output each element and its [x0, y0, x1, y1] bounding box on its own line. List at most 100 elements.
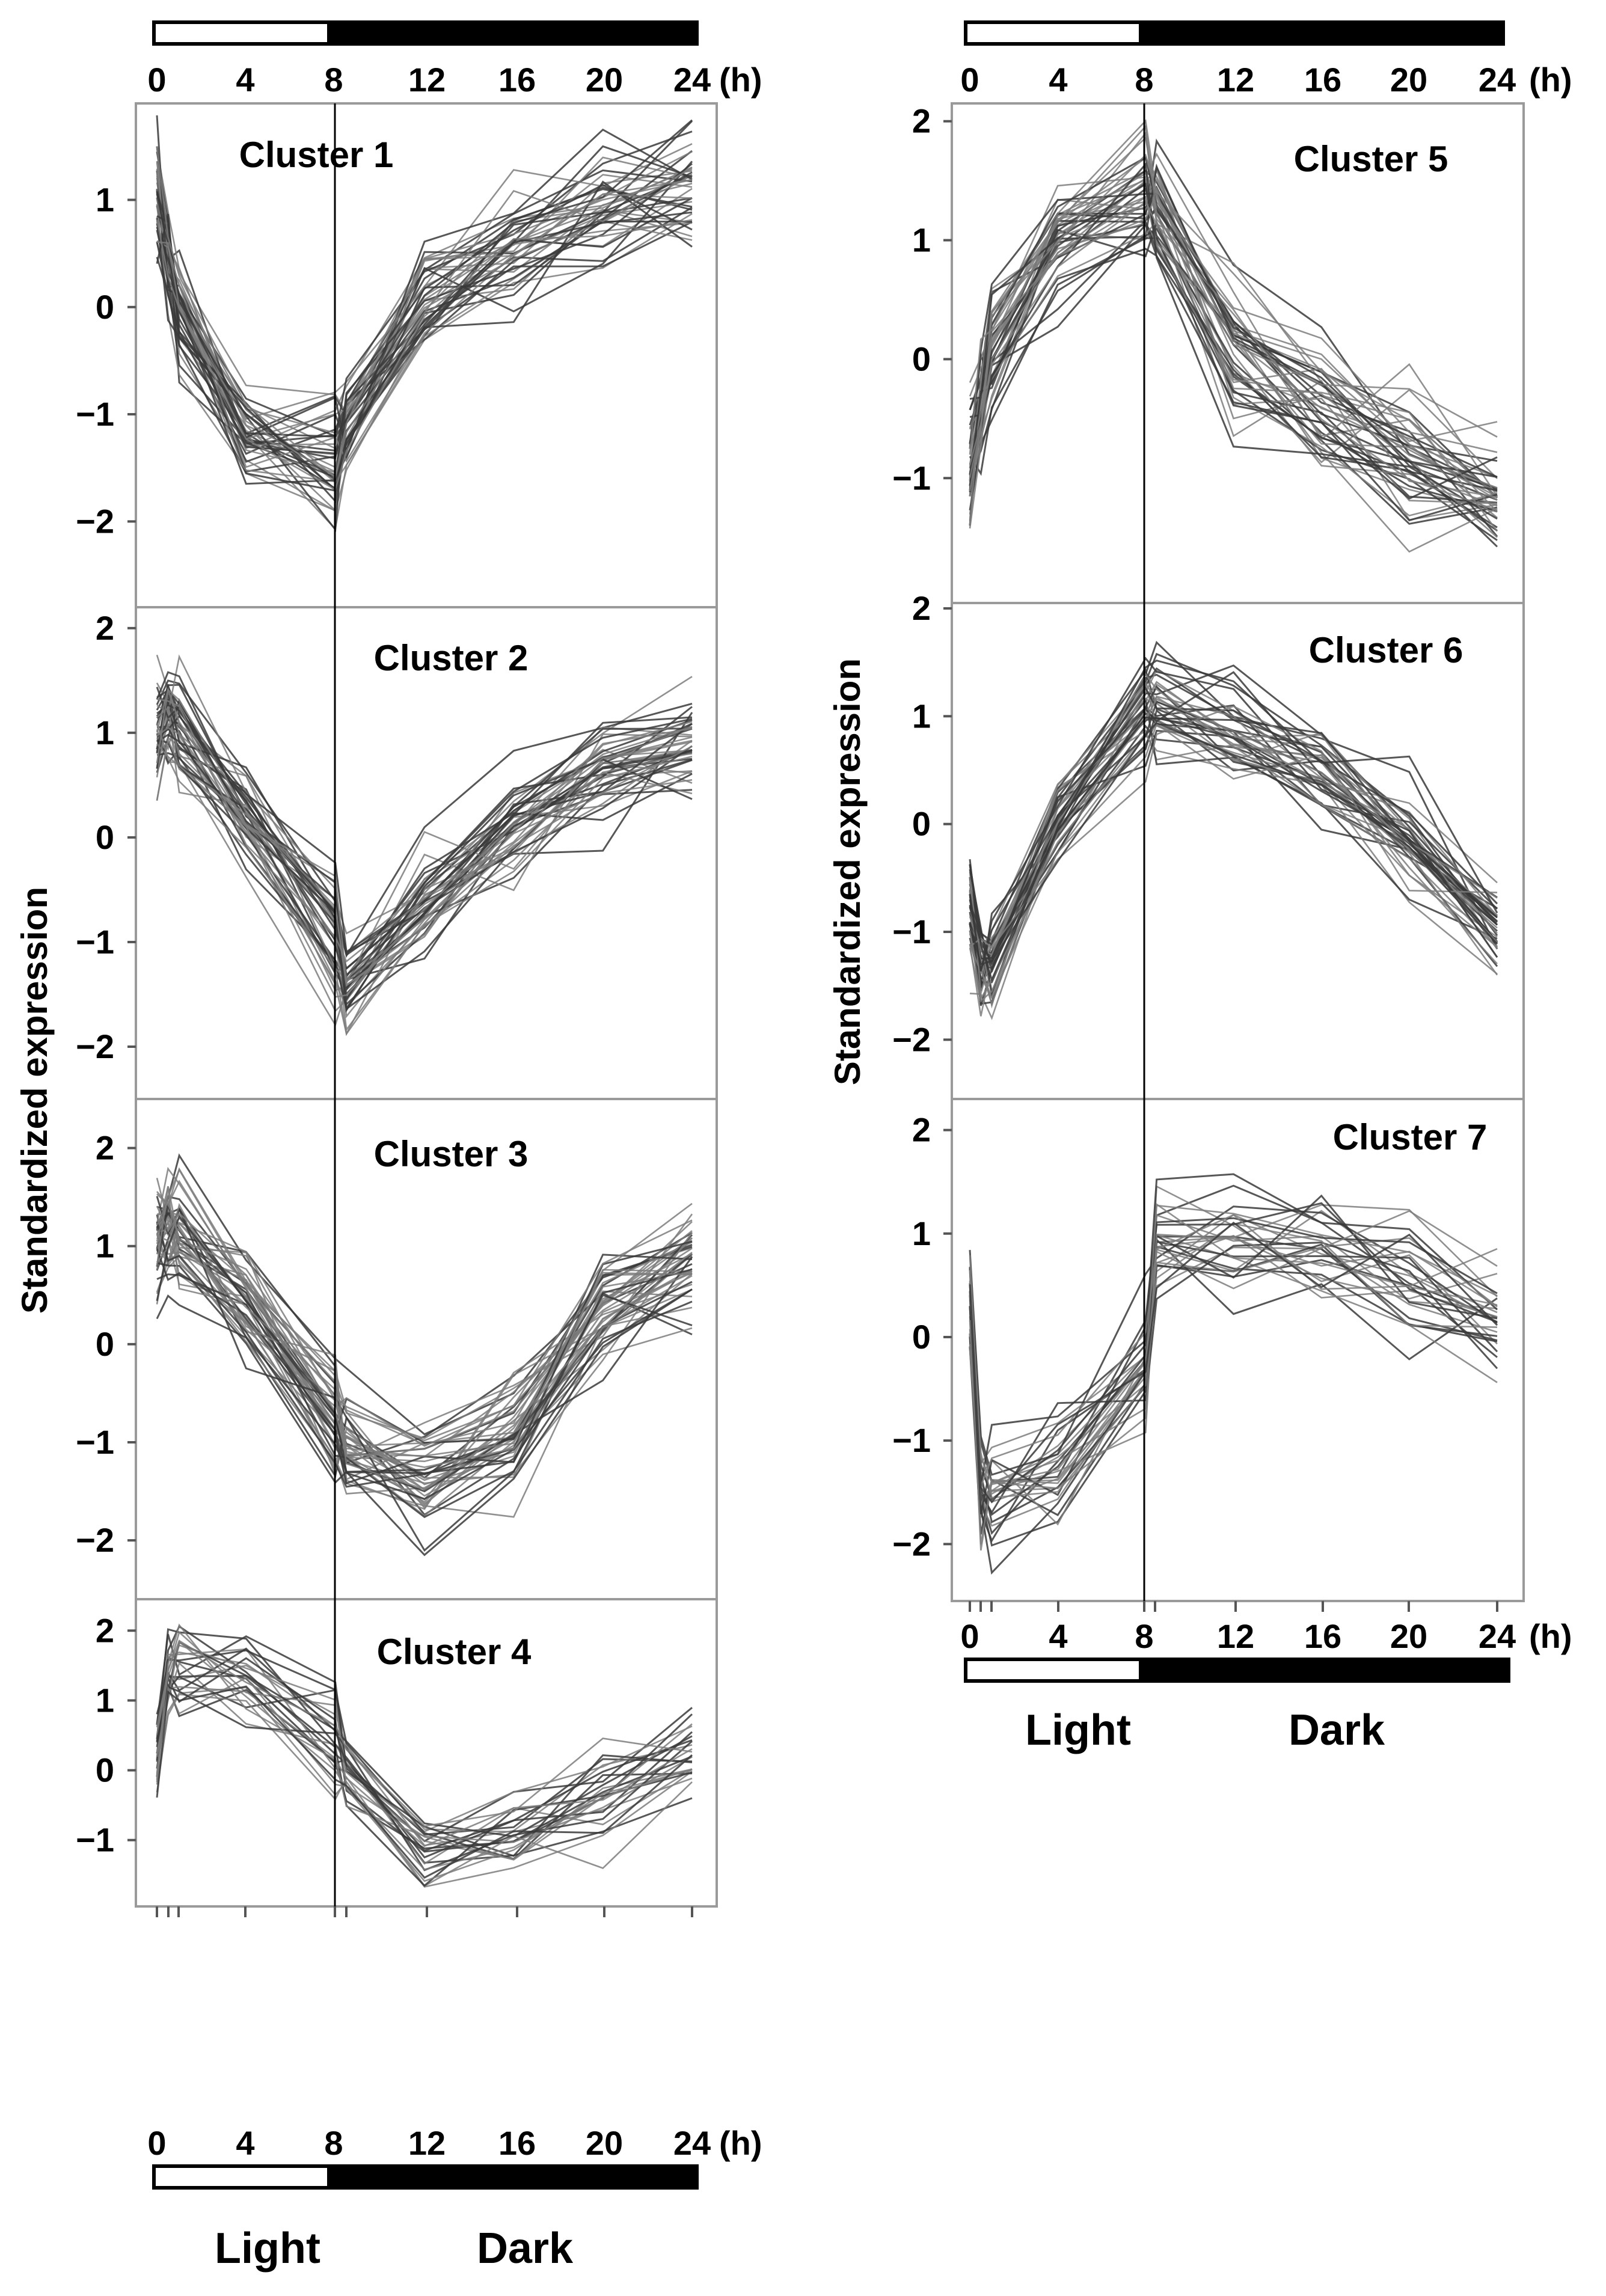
y-tick-label: 0 — [912, 340, 931, 378]
y-tick-label: −1 — [76, 395, 114, 433]
x-tick-label: 12 — [1217, 1617, 1254, 1655]
gene-expression-line — [156, 211, 693, 492]
gene-expression-line — [156, 707, 693, 981]
light-period-bar — [964, 20, 1142, 46]
bottom-axis-ticks-right — [969, 1601, 1498, 1612]
x-tick-label: 4 — [236, 2124, 254, 2162]
gene-expression-line — [969, 201, 1498, 511]
x-tick-label: 12 — [408, 2124, 446, 2162]
y-tick-label: −2 — [76, 502, 114, 540]
cluster-3-lines — [156, 1153, 693, 1557]
gene-expression-line — [969, 220, 1498, 538]
y-axis: 2 1 0 −1 −2 — [76, 1129, 136, 1559]
gene-expression-line — [156, 1677, 693, 1870]
cluster-5-panel: Cluster 5 2 1 0 −1 — [892, 102, 1498, 553]
x-tick-label: 12 — [408, 61, 446, 99]
dark-period-bar — [1139, 20, 1505, 46]
cluster-title: Cluster 6 — [1309, 630, 1463, 670]
x-tick-label: 16 — [1304, 61, 1341, 99]
dark-label: Dark — [477, 2224, 574, 2273]
cluster-6-panel: Cluster 6 2 1 0 −1 −2 — [892, 589, 1498, 1058]
x-unit-label: (h) — [1529, 61, 1572, 99]
x-tick-label: 8 — [324, 2124, 343, 2162]
light-period-bar — [152, 2164, 331, 2190]
gene-expression-line — [969, 1210, 1498, 1499]
top-time-axis-right: 0 4 8 12 16 20 24 (h) — [960, 61, 1572, 99]
gene-expression-line — [156, 687, 693, 984]
x-tick-label: 16 — [498, 61, 536, 99]
y-tick-label: −1 — [76, 1423, 114, 1461]
cluster-4-lines — [156, 1623, 693, 1888]
gene-expression-line — [969, 1185, 1498, 1503]
gene-expression-line — [969, 698, 1498, 1003]
gene-expression-line — [969, 698, 1498, 958]
gene-expression-line — [156, 688, 693, 987]
gene-expression-line — [969, 1202, 1498, 1545]
dark-period-bar — [327, 2164, 699, 2190]
gene-expression-line — [156, 1623, 693, 1848]
x-tick-label: 0 — [147, 61, 166, 99]
cluster-2-panel: Cluster 2 2 1 0 −1 −2 — [76, 609, 693, 1065]
gene-expression-line — [156, 705, 693, 981]
x-tick-label: 8 — [324, 61, 343, 99]
gene-expression-line — [969, 669, 1498, 966]
y-tick-label: 1 — [96, 1227, 114, 1265]
gene-expression-line — [156, 1214, 693, 1474]
gene-expression-line — [969, 1233, 1498, 1489]
cluster-7-panel: Cluster 7 2 1 0 −1 −2 — [892, 1111, 1498, 1575]
y-axis: 2 1 0 −1 — [76, 1611, 136, 1859]
bottom-time-axis-right: 0 4 8 12 16 20 24 (h) — [960, 1617, 1572, 1655]
gene-expression-line — [156, 163, 693, 482]
y-tick-label: 0 — [912, 805, 931, 843]
gene-expression-line — [156, 1166, 693, 1439]
dark-label: Dark — [1289, 1706, 1385, 1754]
cluster-5-lines — [969, 119, 1498, 553]
gene-expression-line — [156, 219, 693, 491]
bottom-axis-ticks-left — [156, 1906, 693, 1917]
dark-period-bar — [327, 20, 699, 46]
cluster-3-panel: Cluster 3 2 1 0 −1 −2 — [76, 1129, 693, 1559]
x-tick-label: 20 — [586, 2124, 623, 2162]
x-tick-label: 24 — [1479, 61, 1516, 99]
x-tick-label: 20 — [1390, 61, 1427, 99]
y-tick-label: −1 — [892, 913, 931, 951]
y-tick-label: −1 — [76, 923, 114, 961]
x-tick-label: 0 — [147, 2124, 166, 2162]
gene-expression-line — [156, 736, 693, 1012]
cluster-title: Cluster 3 — [374, 1134, 529, 1174]
x-unit-label: (h) — [719, 2124, 762, 2162]
y-tick-label: 2 — [96, 1129, 114, 1167]
y-tick-label: 0 — [96, 1751, 114, 1789]
gene-expression-line — [156, 147, 693, 479]
gene-expression-line — [969, 219, 1498, 531]
gene-expression-line — [156, 190, 693, 445]
cluster-2-lines — [156, 654, 693, 1036]
left-column: 0 4 8 12 16 20 24 (h) Cluster 1 10−1−2 C… — [14, 20, 762, 2273]
gene-expression-line — [969, 682, 1498, 998]
light-label: Light — [215, 2224, 320, 2273]
gene-expression-line — [969, 180, 1498, 512]
gene-expression-line — [156, 1288, 693, 1557]
x-tick-label: 24 — [673, 61, 711, 99]
x-tick-label: 16 — [498, 2124, 536, 2162]
gene-expression-line — [969, 716, 1498, 973]
dark-period-bar — [1139, 1658, 1510, 1683]
gene-expression-line — [969, 1241, 1498, 1514]
y-tick-label: 2 — [912, 1111, 931, 1149]
gene-expression-line — [156, 1199, 693, 1442]
gene-expression-line — [156, 1205, 693, 1457]
gene-expression-line — [969, 156, 1498, 478]
gene-expression-line — [156, 1232, 693, 1510]
x-tick-label: 0 — [960, 61, 979, 99]
x-tick-label: 8 — [1135, 61, 1153, 99]
gene-expression-line — [156, 698, 693, 963]
y-tick-label: −2 — [76, 1027, 114, 1065]
gene-expression-line — [156, 1639, 693, 1827]
x-tick-label: 4 — [1049, 61, 1067, 99]
cluster-title: Cluster 4 — [377, 1632, 532, 1672]
y-axis: 2 1 0 −1 −2 — [76, 609, 136, 1065]
x-unit-label: (h) — [719, 61, 762, 99]
y-tick-label: −1 — [892, 1421, 931, 1459]
light-dark-bar-bottom-left — [152, 2164, 699, 2190]
gene-expression-line — [156, 737, 693, 998]
